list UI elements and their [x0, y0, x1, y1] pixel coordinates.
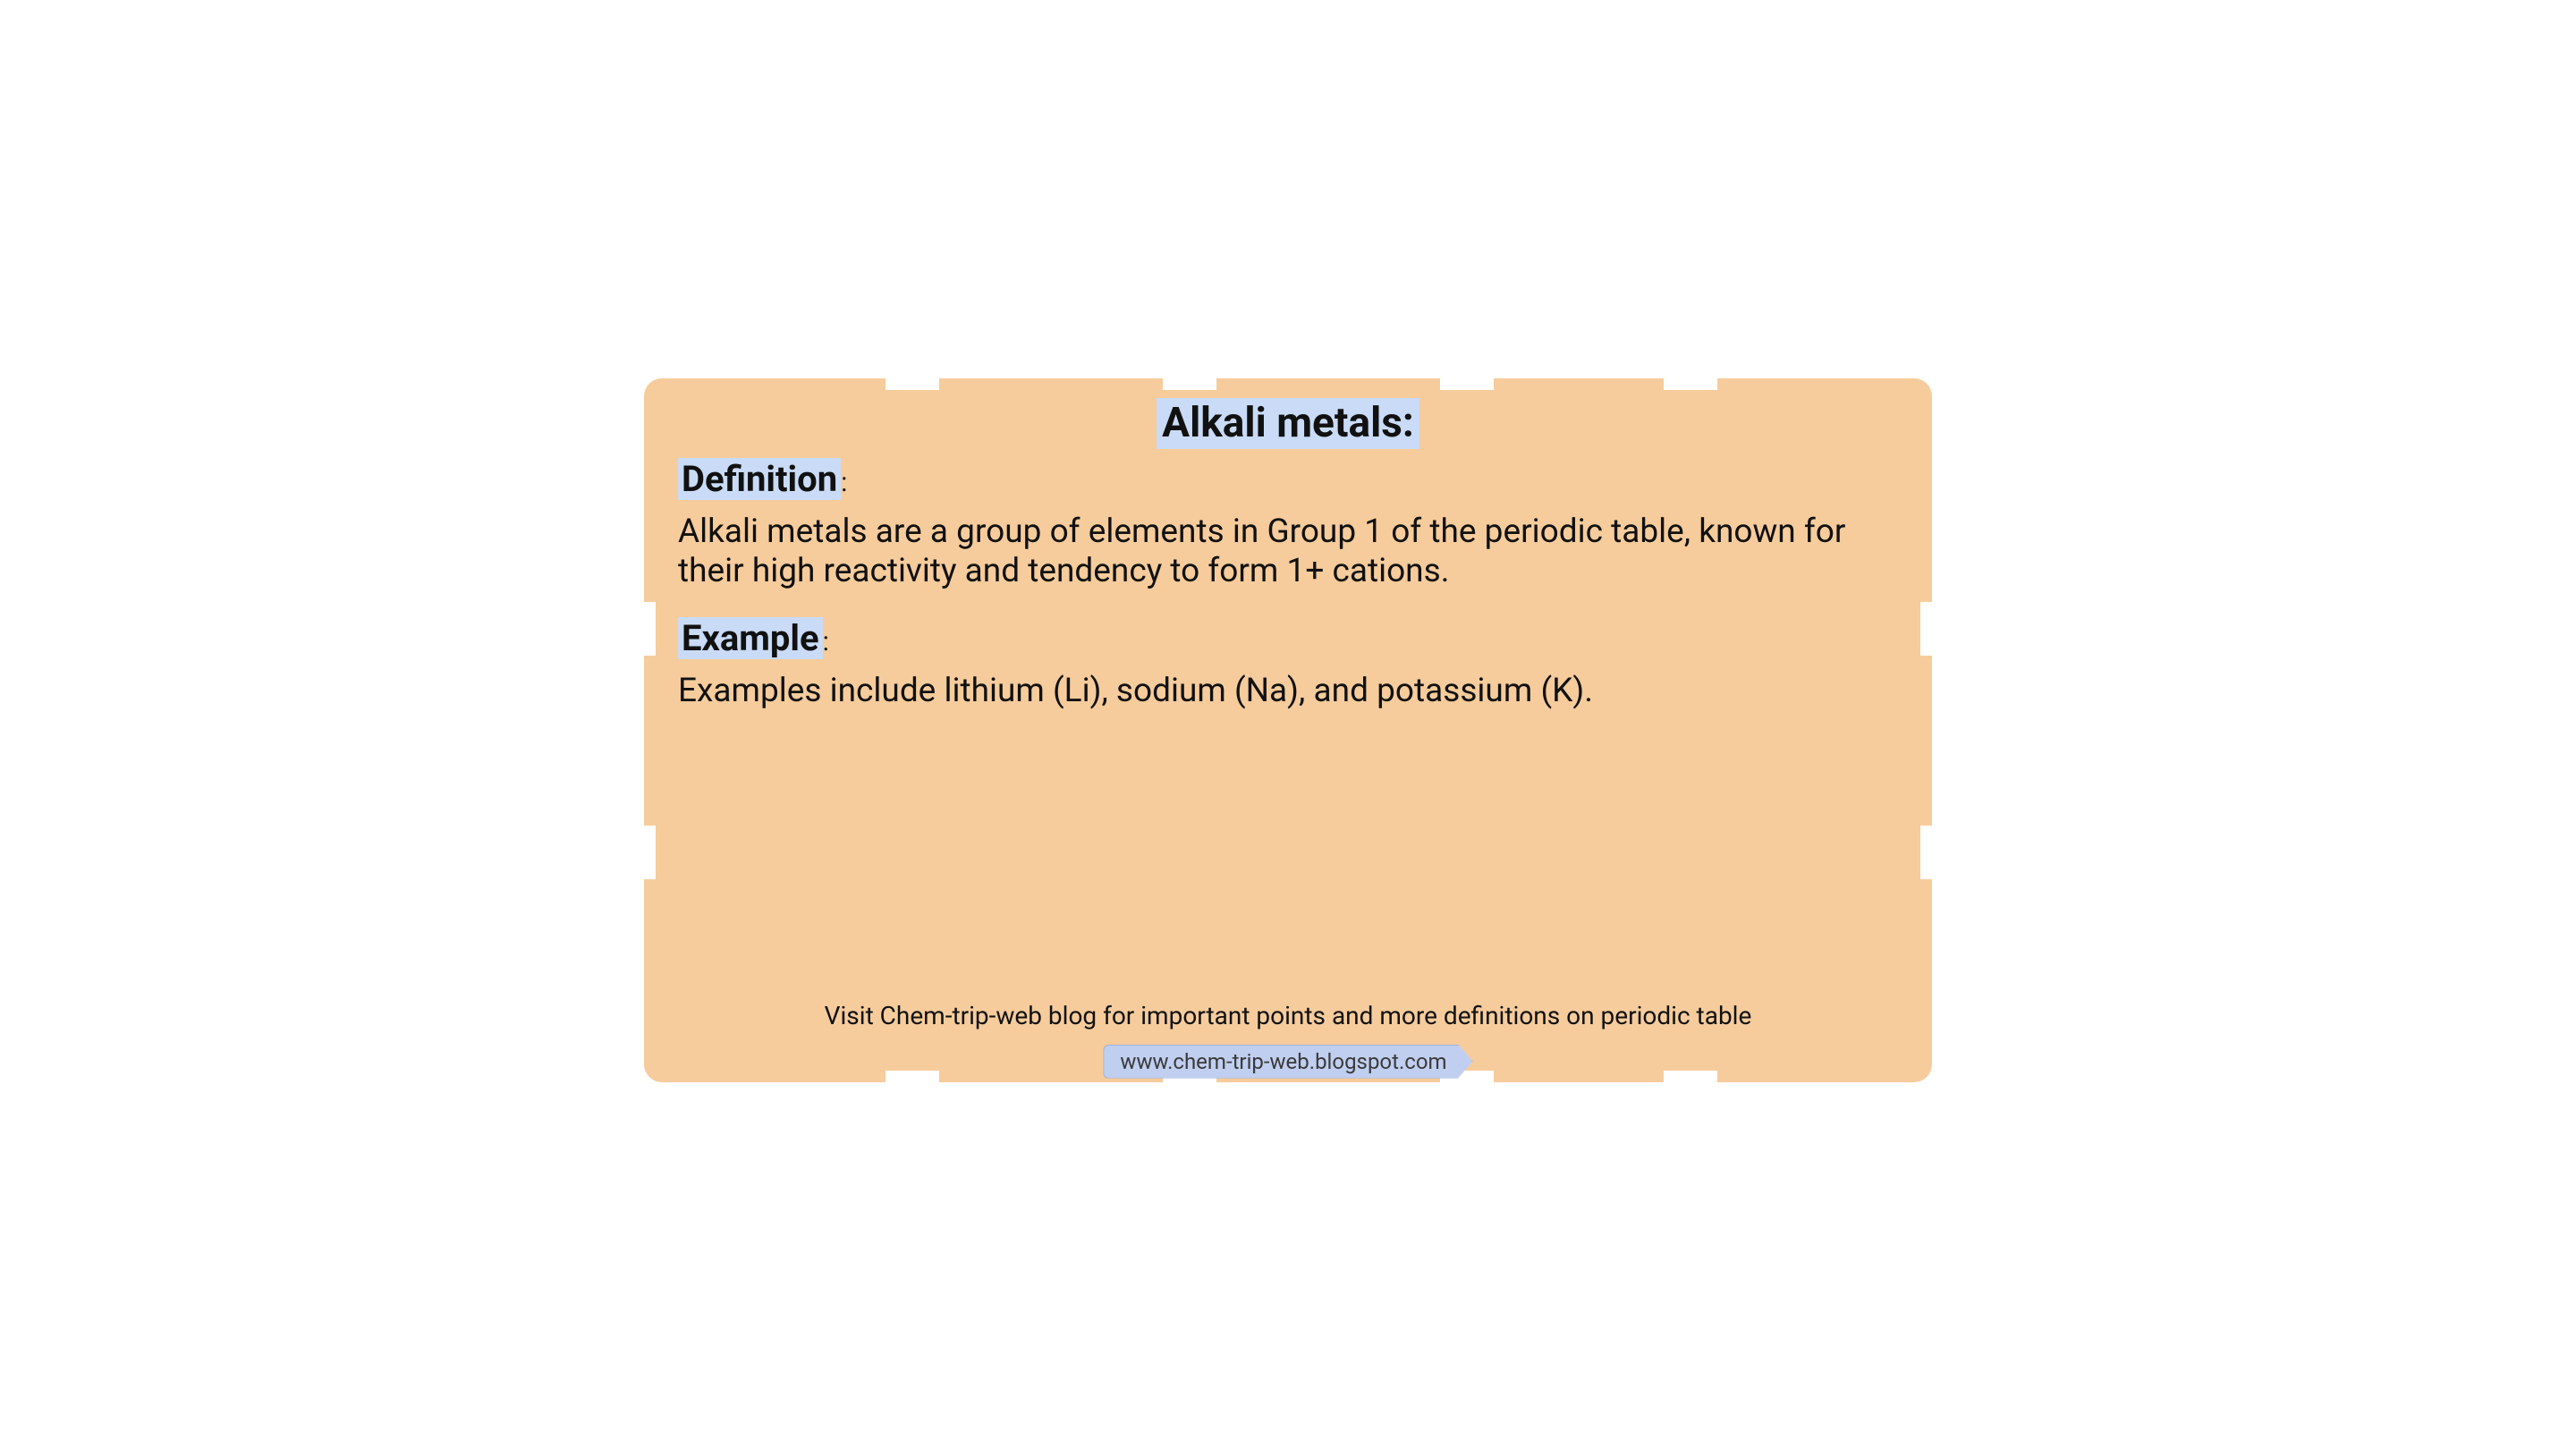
definition-text: Alkali metals are a group of elements in… — [678, 513, 1898, 590]
colon: : — [841, 467, 847, 498]
url-badge[interactable]: www.chem-trip-web.blogspot.com — [1103, 1045, 1472, 1079]
border-notch — [1664, 1071, 1717, 1085]
definition-label-row: Definition: — [678, 458, 1905, 500]
info-card: Alkali metals: Definition: Alkali metals… — [644, 378, 1932, 1082]
example-label: Example — [678, 617, 823, 659]
colon: : — [823, 626, 829, 657]
border-notch — [1920, 826, 1935, 879]
example-text: Examples include lithium (Li), sodium (N… — [678, 672, 1898, 711]
border-notch — [1920, 602, 1935, 656]
border-notch — [886, 1071, 939, 1085]
stage: Alkali metals: Definition: Alkali metals… — [608, 343, 1968, 1107]
border-notch — [1440, 376, 1494, 390]
border-notch — [641, 602, 656, 656]
footer-text: Visit Chem-trip-web blog for important p… — [644, 1001, 1932, 1030]
border-notch — [886, 376, 939, 390]
border-notch — [1163, 376, 1216, 390]
definition-label: Definition — [678, 458, 841, 500]
card-title: Alkali metals: — [1157, 398, 1419, 450]
border-notch — [641, 826, 656, 879]
example-label-row: Example: — [678, 617, 1905, 659]
title-row: Alkali metals: — [671, 398, 1905, 450]
border-notch — [1664, 376, 1717, 390]
